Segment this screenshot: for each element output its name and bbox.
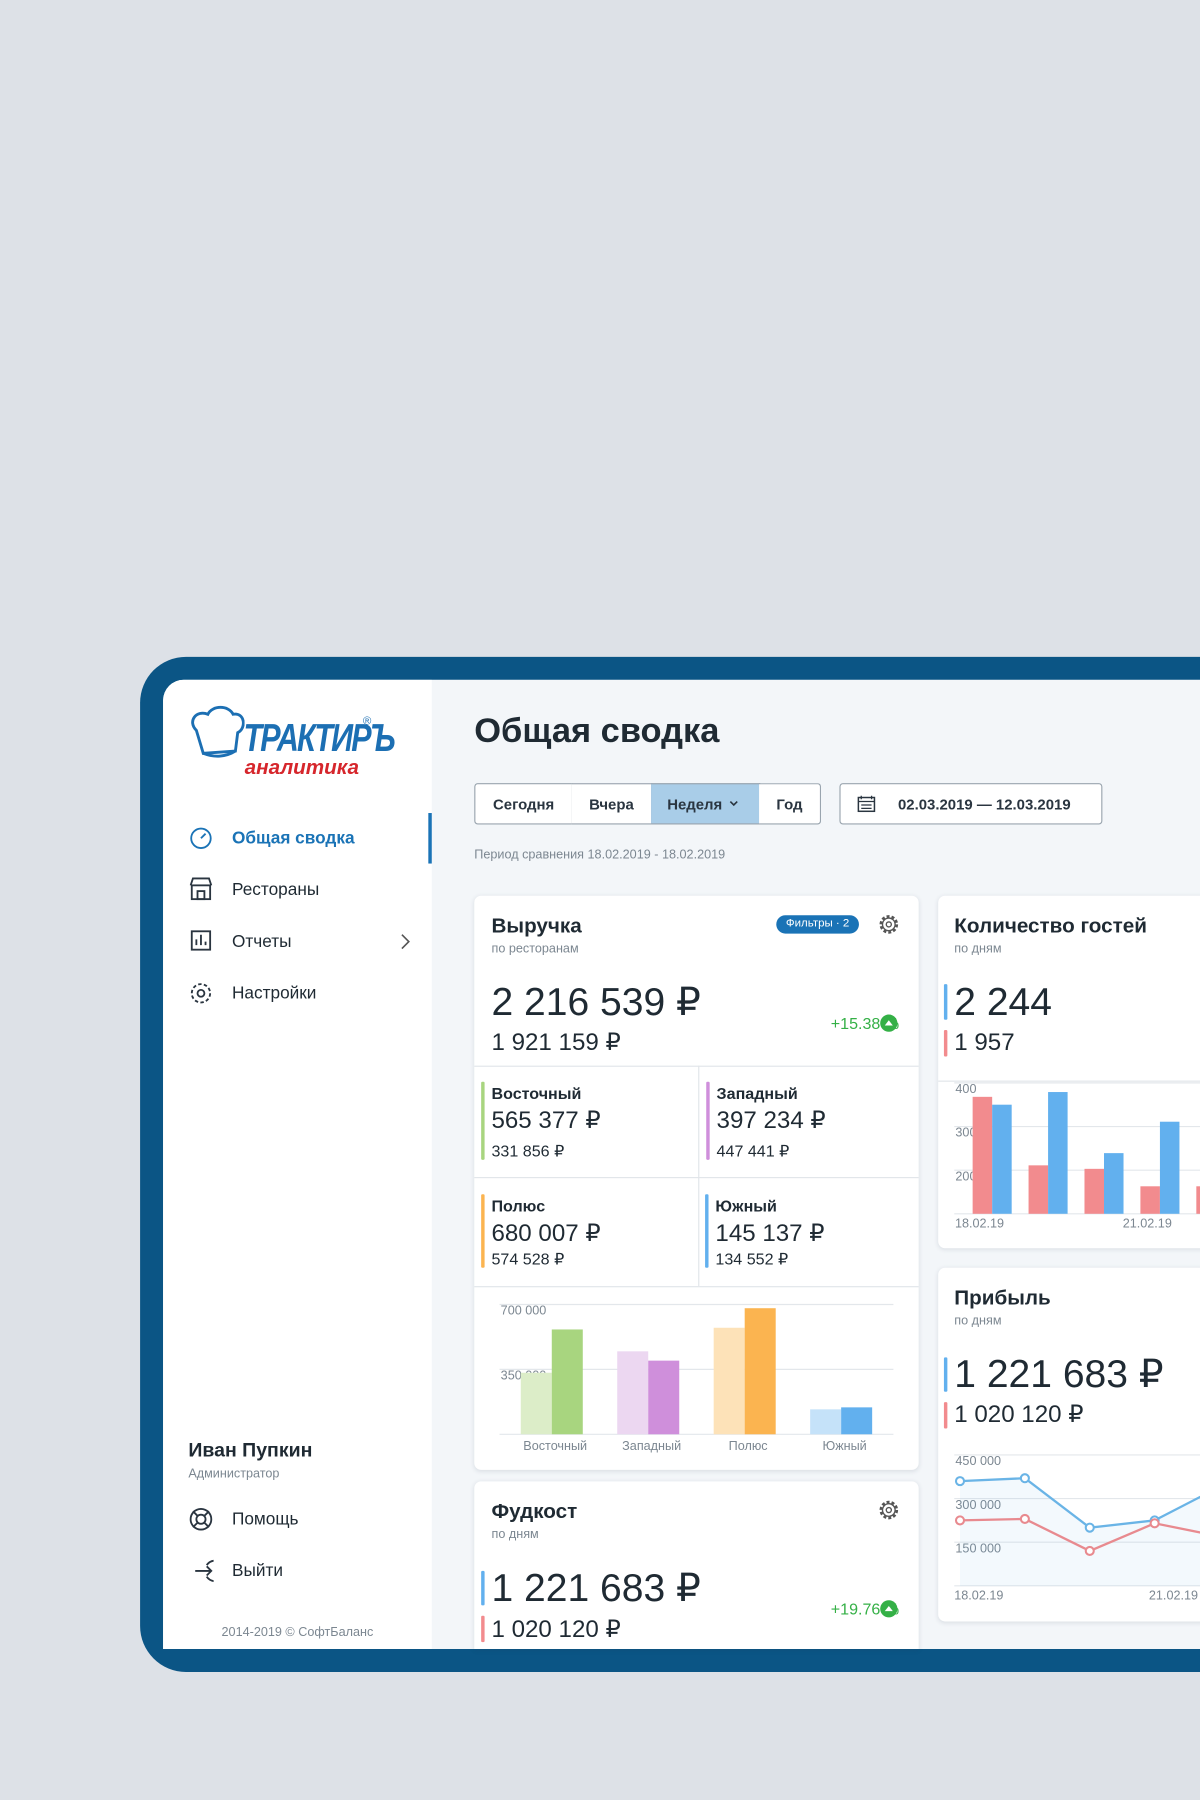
card-subtitle: по ресторанам xyxy=(491,942,579,956)
card-title: Фудкост xyxy=(491,1499,578,1523)
period-button[interactable]: Сегодня xyxy=(474,783,574,825)
settings-icon[interactable] xyxy=(877,1499,900,1522)
period-label: Неделя xyxy=(667,795,723,813)
link-icons xyxy=(189,1507,214,1582)
nav-item[interactable]: Отчеты xyxy=(231,931,292,952)
current-accent xyxy=(943,1357,948,1392)
period-button[interactable]: Год xyxy=(759,783,822,825)
card-title: Выручка xyxy=(491,914,582,938)
nav-item[interactable]: Настройки xyxy=(231,983,317,1004)
settings-icon[interactable] xyxy=(877,913,900,936)
restaurant-value: 680 007 ₽ xyxy=(491,1220,601,1247)
period-button[interactable]: Неделя xyxy=(651,783,761,825)
nav-item[interactable]: Рестораны xyxy=(231,880,320,900)
restaurant-value: 565 377 ₽ xyxy=(491,1107,601,1134)
page-title: Общая сводка xyxy=(474,711,720,750)
restaurant-name: Восточный xyxy=(491,1084,582,1103)
card-title: Прибыль xyxy=(954,1286,1051,1310)
badge-label: Фильтры · 2 xyxy=(785,917,850,931)
period-button[interactable]: Вчера xyxy=(571,783,653,825)
divider xyxy=(938,1080,1200,1082)
guests-value: 2 244 xyxy=(954,980,1052,1025)
restaurant-accent xyxy=(481,1081,485,1160)
date-range: 02.03.2019 — 12.03.2019 xyxy=(897,795,1071,813)
restaurant-name: Западный xyxy=(716,1084,798,1103)
logo-trademark: ® xyxy=(362,715,372,729)
card-subtitle: по дням xyxy=(954,1314,1002,1329)
card-title: Количество гостей xyxy=(954,914,1147,938)
restaurant-previous: 134 552 ₽ xyxy=(715,1249,789,1268)
chef-hat-band xyxy=(202,749,237,758)
profit-value: 1 221 683 ₽ xyxy=(954,1352,1164,1397)
revenue-value: 2 216 539 ₽ xyxy=(491,980,701,1025)
restaurant-name: Полюс xyxy=(491,1196,546,1215)
foodcost-value: 1 221 683 ₽ xyxy=(491,1566,701,1610)
restaurant-previous: 331 856 ₽ xyxy=(491,1141,565,1160)
copyright: 2014-2019 © СофтБаланс xyxy=(221,1625,374,1640)
date-range-picker[interactable]: 02.03.2019 — 12.03.2019 xyxy=(839,783,1103,825)
nav-item[interactable]: Общая сводка xyxy=(231,828,355,849)
chevron xyxy=(401,934,410,950)
foodcost-card xyxy=(474,1481,919,1650)
period-label: Год xyxy=(776,795,803,813)
period-label: Вчера xyxy=(589,795,634,813)
divider xyxy=(474,1065,919,1067)
sidebar xyxy=(163,679,432,1650)
up-icon xyxy=(880,1014,898,1032)
restaurant-accent xyxy=(481,1194,485,1268)
restaurant-previous: 574 528 ₽ xyxy=(491,1249,565,1268)
nav-icons xyxy=(189,827,213,1004)
logo-brand: ТРАКТИРЪ xyxy=(243,716,395,761)
calendar-icon xyxy=(857,795,876,813)
comparison-period: Период сравнения 18.02.2019 - 18.02.2019 xyxy=(474,848,726,862)
revenue-previous: 1 921 159 ₽ xyxy=(491,1029,621,1056)
current-accent xyxy=(481,1570,485,1606)
divider xyxy=(698,1065,700,1287)
user-role: Администратор xyxy=(188,1466,280,1481)
card-subtitle: по дням xyxy=(954,942,1002,956)
dropdown-caret xyxy=(729,800,738,807)
restaurant-name: Южный xyxy=(715,1196,777,1215)
guests-previous: 1 957 xyxy=(954,1029,1015,1056)
restaurant-value: 397 234 ₽ xyxy=(716,1107,826,1134)
chef-hat xyxy=(191,705,245,755)
restaurant-accent xyxy=(705,1194,709,1268)
restaurant-value: 145 137 ₽ xyxy=(715,1220,825,1247)
active-indicator xyxy=(428,813,432,864)
profit-previous: 1 020 120 ₽ xyxy=(954,1401,1084,1428)
divider xyxy=(474,1286,919,1288)
logo-icon xyxy=(191,705,245,758)
user-name: Иван Пупкин xyxy=(188,1439,313,1462)
profit-card xyxy=(938,1267,1200,1622)
foodcost-previous: 1 020 120 ₽ xyxy=(491,1616,621,1643)
previous-accent xyxy=(943,1030,948,1057)
previous-accent xyxy=(481,1615,485,1643)
restaurant-accent xyxy=(706,1081,710,1160)
logout-link[interactable]: Выйти xyxy=(231,1561,283,1581)
up-icon xyxy=(880,1600,898,1618)
logo-tagline: аналитика xyxy=(244,755,360,779)
period-label: Сегодня xyxy=(493,795,555,813)
filters-badge[interactable]: Фильтры · 2 xyxy=(776,915,859,934)
restaurant-previous: 447 441 ₽ xyxy=(716,1141,790,1160)
card-subtitle: по дням xyxy=(491,1527,539,1542)
help-link[interactable]: Помощь xyxy=(231,1509,299,1530)
divider xyxy=(474,1177,919,1179)
current-accent xyxy=(943,984,948,1020)
previous-accent xyxy=(943,1402,948,1429)
